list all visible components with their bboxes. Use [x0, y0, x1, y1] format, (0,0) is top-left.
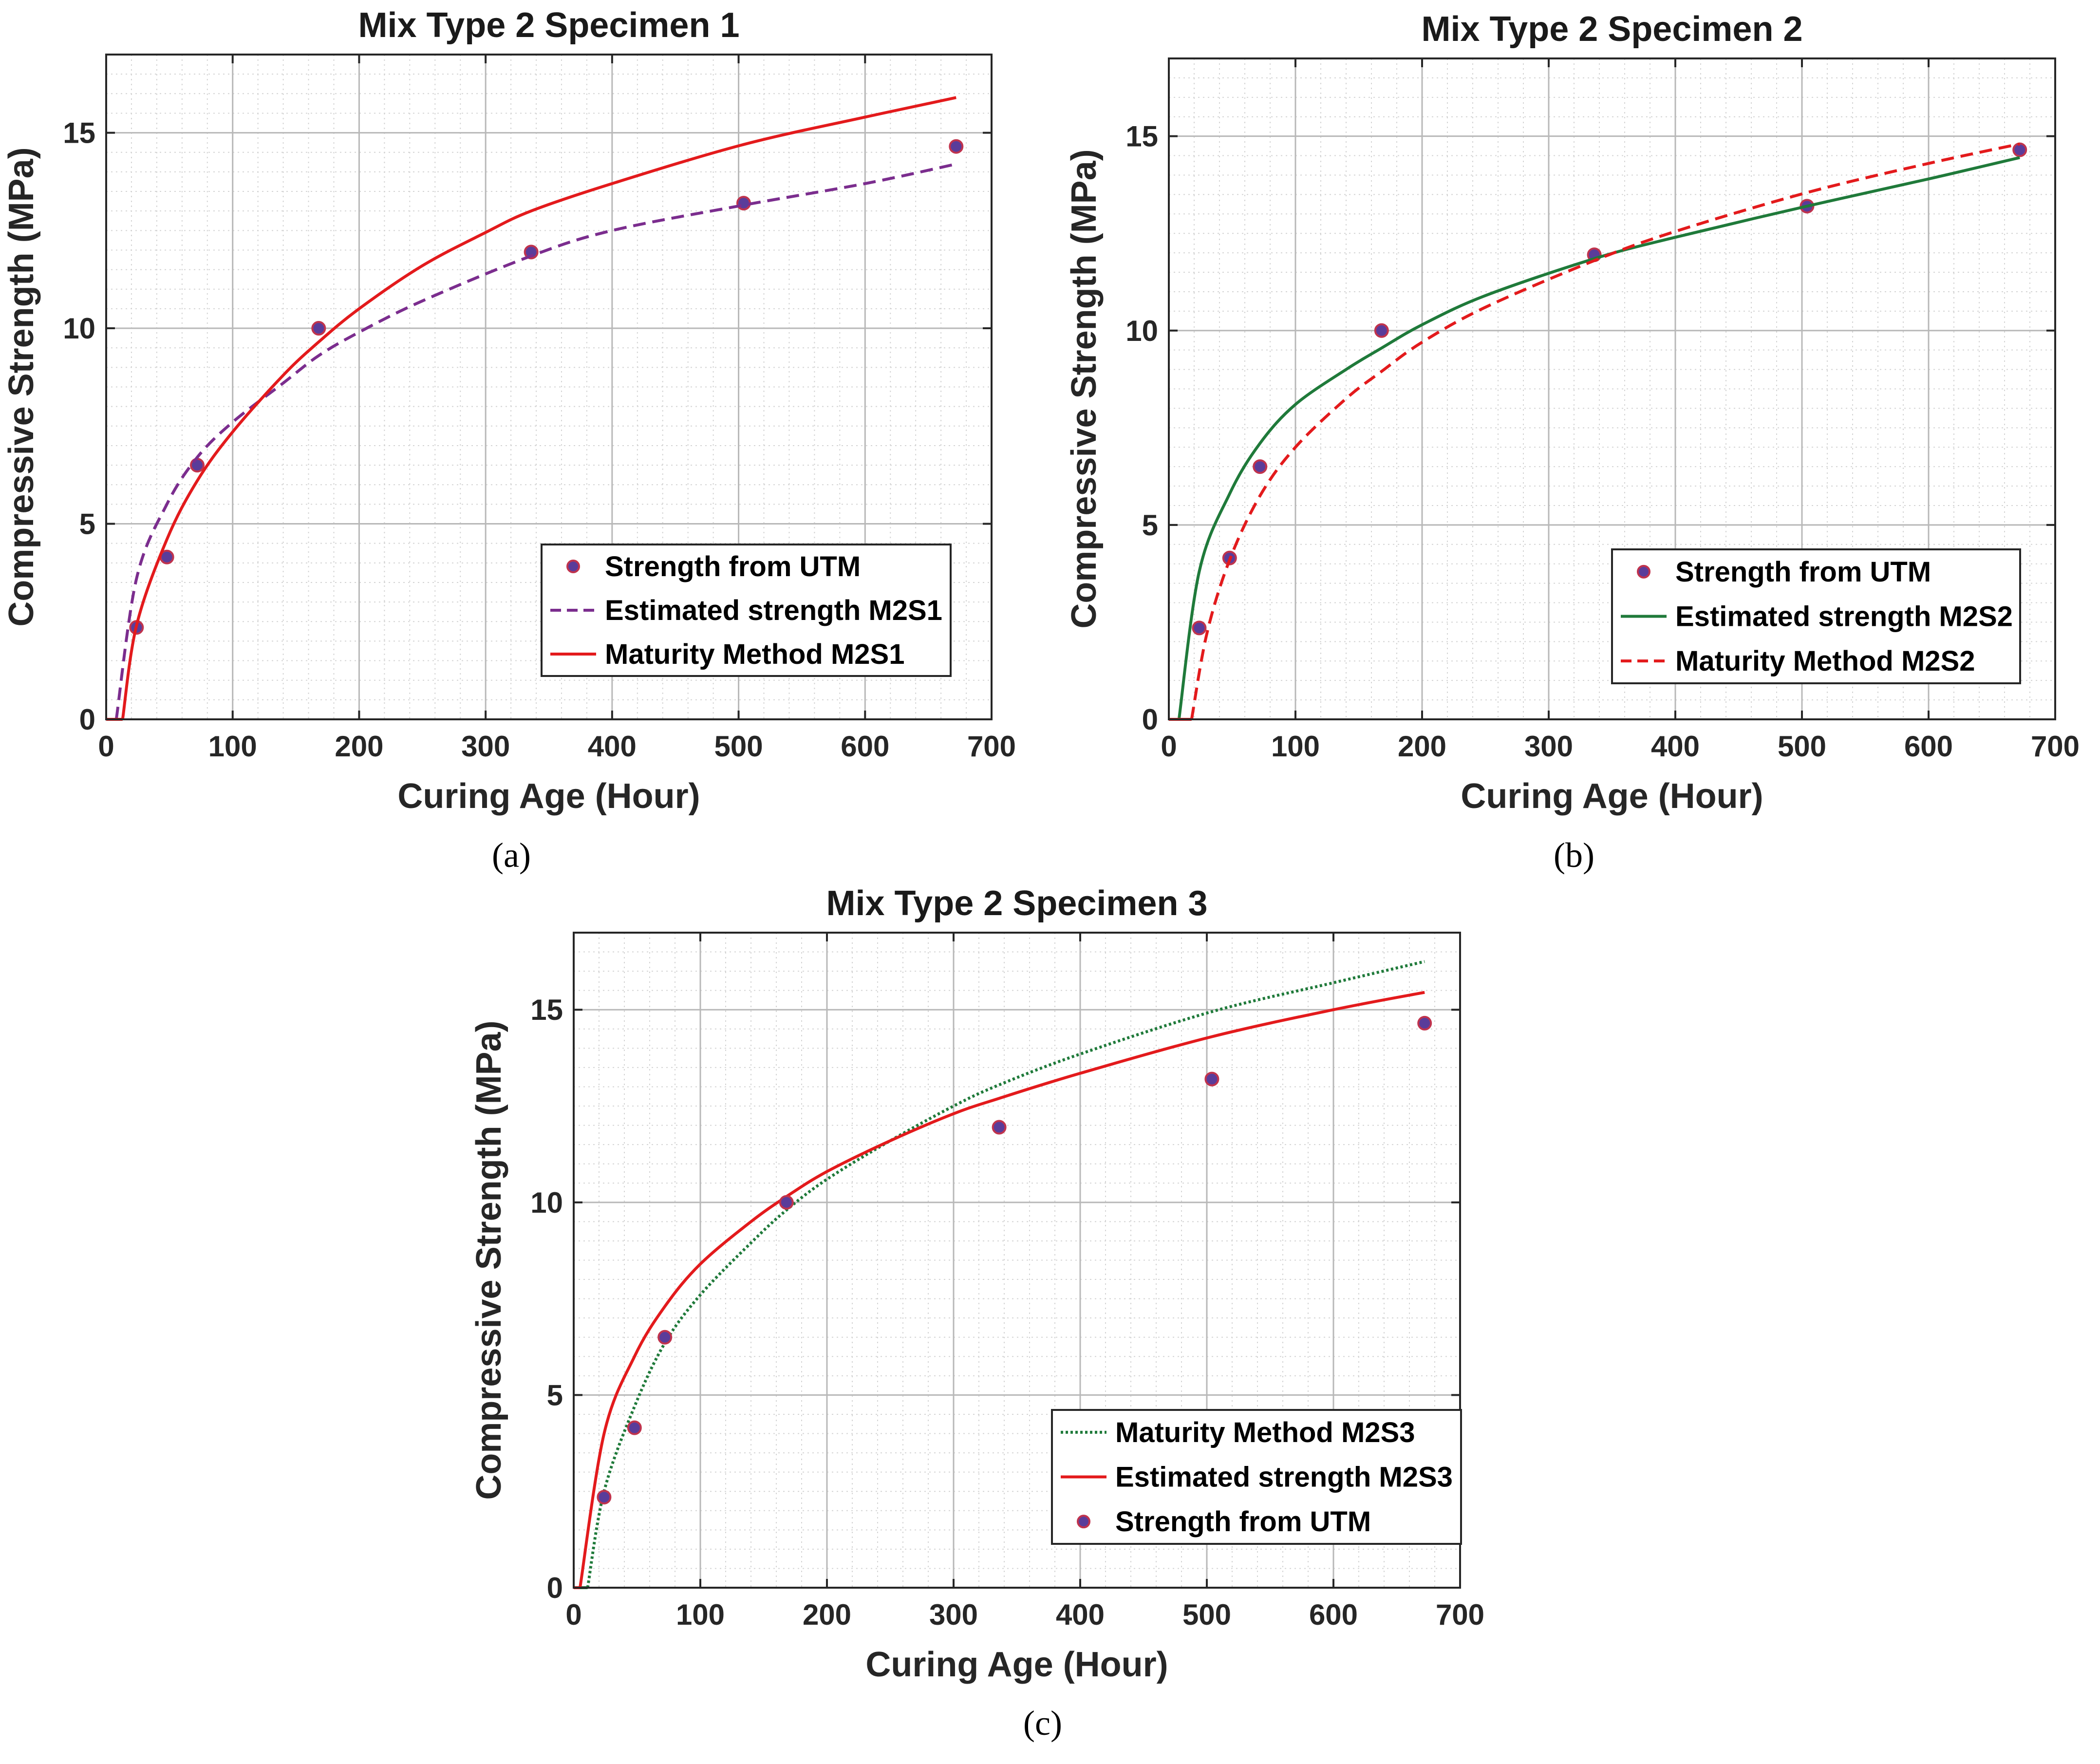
legend-box: [1611, 548, 2021, 684]
axes-box: [573, 932, 1461, 1589]
y-tick-label: 0: [1142, 703, 1158, 736]
x-axis-label: Curing Age (Hour): [397, 777, 700, 816]
y-tick-label: 15: [1125, 120, 1158, 153]
y-axis-label: Compressive Strength (MPa): [1065, 149, 1104, 628]
data-point: [779, 1195, 794, 1210]
x-tick-label: 100: [676, 1598, 725, 1631]
x-tick-label: 500: [1182, 1598, 1231, 1631]
legend: Strength from UTM Estimated strength M2S1…: [541, 544, 952, 677]
axes-box: [1168, 57, 2056, 720]
ticks: [573, 933, 1461, 1589]
x-tick-label: 200: [1398, 730, 1446, 763]
chart-title: Mix Type 2 Specimen 2: [1422, 10, 1803, 49]
x-tick-label: 100: [208, 730, 257, 763]
x-tick-label: 0: [98, 730, 114, 763]
caption-c: (c): [1023, 1704, 1062, 1743]
x-tick-label: 0: [1161, 730, 1177, 763]
data-point: [311, 321, 326, 336]
y-tick-label: 10: [1125, 315, 1158, 347]
data-point: [2012, 142, 2027, 157]
legend-label: Strength from UTM: [605, 551, 861, 582]
x-tick-label: 600: [1309, 1598, 1358, 1631]
data-point: [524, 244, 539, 260]
legend-label: Maturity Method M2S1: [605, 638, 905, 670]
x-tick-label: 600: [1904, 730, 1953, 763]
legend-label: Estimated strength M2S3: [1115, 1462, 1453, 1493]
data-point: [1253, 459, 1268, 474]
data-point: [1192, 620, 1207, 636]
x-tick-label: 200: [803, 1598, 851, 1631]
data-point: [949, 139, 964, 154]
axes-box: [105, 54, 993, 720]
x-tick-label: 300: [1524, 730, 1573, 763]
data-point: [1417, 1015, 1432, 1031]
y-tick-label: 5: [547, 1379, 563, 1411]
x-tick-label: 700: [1436, 1598, 1484, 1631]
legend-label: Maturity Method M2S2: [1675, 645, 1975, 677]
x-tick-label: 100: [1271, 730, 1320, 763]
series-strength-from-utm: [597, 1015, 1432, 1505]
x-tick-label: 300: [929, 1598, 978, 1631]
legend-marker: [1637, 564, 1650, 579]
chart-title: Mix Type 2 Specimen 3: [826, 884, 1208, 923]
series-line-maturity-method-m2s3: [586, 960, 1425, 1588]
data-point: [657, 1330, 673, 1345]
y-tick-label: 0: [79, 703, 95, 736]
chart-2: 0 100 200 300 400 500 600 700 0 5 10 15 Mix Type 2 S…: [1065, 10, 2080, 816]
series-line-maturity-method-m2s1: [121, 96, 956, 720]
chart-1: 0 100 200 300 400 500 600 700 0 5 10 15 Mix Type 2 S…: [2, 6, 1016, 816]
series-line-estimated-strength-m2s3: [579, 991, 1425, 1588]
chart-3: 0 100 200 300 400 500 600 700 0 5 10 15 Mix Type 2 S…: [469, 884, 1484, 1684]
y-tick-label: 15: [530, 994, 563, 1026]
y-axis-label: Compressive Strength (MPa): [2, 147, 41, 626]
data-point: [627, 1420, 642, 1435]
x-axis-label: Curing Age (Hour): [1461, 777, 1763, 816]
x-tick-label: 600: [841, 730, 889, 763]
x-tick-label: 700: [967, 730, 1016, 763]
data-point: [1374, 323, 1389, 338]
data-point: [597, 1490, 612, 1505]
y-tick-label: 15: [63, 117, 95, 150]
x-tick-label: 500: [1778, 730, 1826, 763]
legend-label: Strength from UTM: [1675, 556, 1931, 588]
y-tick-label: 10: [530, 1186, 563, 1219]
legend-label: Estimated strength M2S1: [605, 595, 942, 626]
legend: Maturity Method M2S3 Estimated strength M…: [1051, 1409, 1462, 1545]
x-tick-label: 300: [461, 730, 510, 763]
ticks: [105, 55, 993, 720]
y-tick-label: 10: [63, 312, 95, 345]
y-tick-label: 0: [547, 1572, 563, 1604]
y-tick-label: 5: [79, 508, 95, 541]
legend-marker: [1077, 1515, 1090, 1529]
ticks: [1168, 58, 2056, 720]
caption-b: (b): [1554, 836, 1594, 875]
legend-box: [1051, 1409, 1462, 1545]
legend-box: [541, 544, 952, 677]
x-tick-label: 400: [588, 730, 637, 763]
data-point: [1204, 1071, 1219, 1087]
data-point: [992, 1120, 1007, 1135]
x-tick-label: 200: [335, 730, 383, 763]
x-axis-label: Curing Age (Hour): [865, 1645, 1168, 1684]
chart-title: Mix Type 2 Specimen 1: [358, 6, 740, 45]
legend-label: Strength from UTM: [1115, 1506, 1371, 1538]
x-tick-label: 400: [1651, 730, 1700, 763]
legend-label: Maturity Method M2S3: [1115, 1417, 1415, 1448]
x-tick-label: 0: [565, 1598, 581, 1631]
x-tick-label: 400: [1056, 1598, 1105, 1631]
legend-label: Estimated strength M2S2: [1675, 601, 2013, 633]
series-line-estimated-strength-m2s2: [1177, 156, 2020, 720]
x-tick-label: 700: [2031, 730, 2080, 763]
legend: Strength from UTM Estimated strength M2S2…: [1611, 548, 2021, 684]
y-axis-label: Compressive Strength (MPa): [469, 1020, 508, 1500]
minor-grid: [106, 54, 992, 719]
x-tick-label: 500: [714, 730, 763, 763]
y-tick-label: 5: [1142, 509, 1158, 542]
legend-marker: [566, 560, 580, 573]
series-line-estimated-strength-m2s1: [114, 162, 956, 720]
caption-a: (a): [492, 836, 531, 875]
